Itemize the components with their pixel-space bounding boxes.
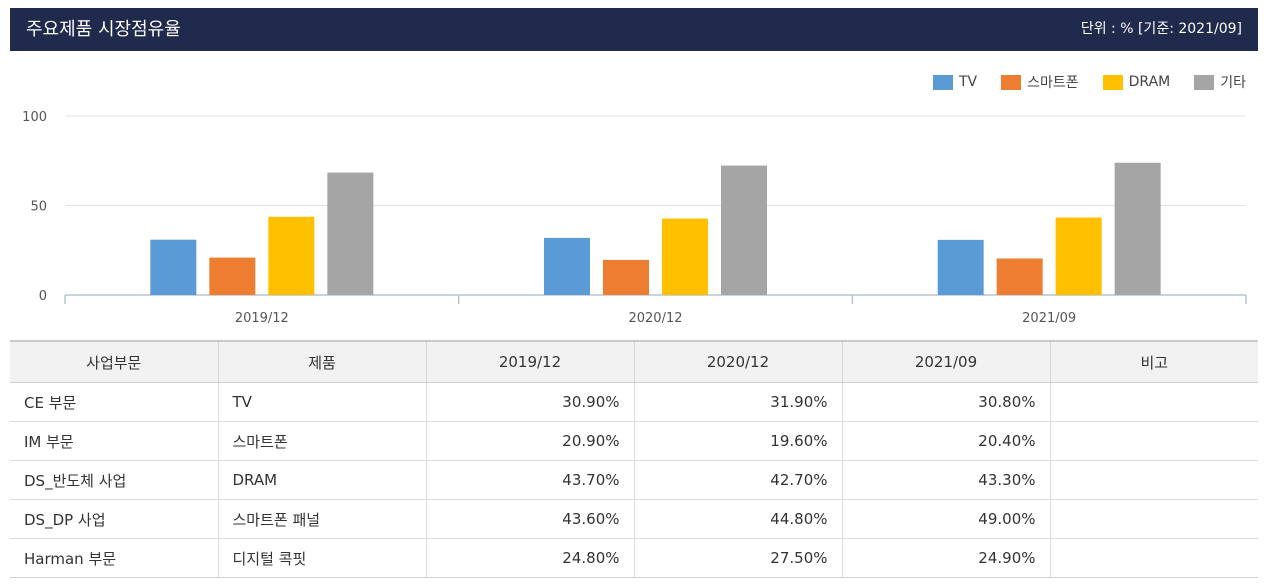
cell-2020-12: 31.90% [634,382,843,422]
cell-2019-12: 43.70% [426,460,635,500]
y-tick-label: 100 [22,110,47,125]
bar [544,237,590,295]
cell-remarks [1050,382,1258,422]
legend-swatch-other [1194,74,1215,90]
header-product: 제품 [218,340,427,383]
cell-division: Harman 부문 [10,538,219,578]
bar [1055,217,1102,295]
cell-division: CE 부문 [10,382,219,422]
bar [603,259,649,295]
cell-2019-12: 24.80% [426,538,635,578]
bar [268,216,315,295]
cell-division: DS_반도체 사업 [10,460,219,500]
table-header-row: 사업부문 제품 2019/12 2020/12 2021/09 비고 [10,340,1258,383]
cell-division: IM 부문 [10,421,219,461]
header-2020-12: 2020/12 [634,340,843,383]
cell-product: 스마트폰 패널 [218,499,427,539]
table-row: DS_반도체 사업 DRAM 43.70% 42.70% 43.30% [10,460,1258,500]
cell-product: DRAM [218,460,427,500]
legend-swatch-dram [1102,74,1123,90]
cell-product: 디지털 콕핏 [218,538,427,578]
cell-2020-12: 27.50% [634,538,843,578]
market-share-table: 사업부문 제품 2019/12 2020/12 2021/09 비고 CE 부문… [10,340,1258,578]
cell-remarks [1050,499,1258,539]
legend-label-smartphone: 스마트폰 [1027,75,1079,91]
x-tick-label: 2019/12 [235,311,289,326]
cell-2019-12: 20.90% [426,421,635,461]
cell-2021-09: 24.90% [842,538,1051,578]
cell-2019-12: 43.60% [426,499,635,539]
legend-item-smartphone[interactable]: 스마트폰 [1001,72,1079,92]
legend-swatch-tv [932,74,953,90]
table-row: IM 부문 스마트폰 20.90% 19.60% 20.40% [10,421,1258,461]
y-tick-label: 0 [39,289,47,304]
x-tick-label: 2020/12 [628,311,682,326]
table-row: Harman 부문 디지털 콕핏 24.80% 27.50% 24.90% [10,538,1258,578]
bar [209,257,256,295]
table-row: CE 부문 TV 30.90% 31.90% 30.80% [10,382,1258,422]
cell-division: DS_DP 사업 [10,499,219,539]
cell-2020-12: 19.60% [634,421,843,461]
legend-label-tv: TV [958,74,978,90]
bar [996,258,1043,295]
legend-item-other[interactable]: 기타 [1194,72,1246,92]
cell-remarks [1050,460,1258,500]
bar [1114,162,1161,295]
legend-label-other: 기타 [1220,75,1246,91]
bar [662,218,708,295]
cell-2019-12: 30.90% [426,382,635,422]
legend-item-tv[interactable]: TV [932,72,978,92]
chart-header: 주요제품 시장점유율 단위 : % [기준: 2021/09] [10,8,1258,51]
bar [150,239,197,295]
cell-remarks [1050,538,1258,578]
cell-2021-09: 30.80% [842,382,1051,422]
cell-2021-09: 43.30% [842,460,1051,500]
legend-swatch-smartphone [1001,74,1022,90]
header-2021-09: 2021/09 [842,340,1051,383]
unit-label: 단위 : % [기준: 2021/09] [1080,21,1242,37]
cell-2021-09: 20.40% [842,421,1051,461]
cell-remarks [1050,421,1258,461]
cell-2021-09: 49.00% [842,499,1051,539]
legend-label-dram: DRAM [1128,74,1171,90]
legend-item-dram[interactable]: DRAM [1102,72,1171,92]
bar [721,165,767,295]
table-row: DS_DP 사업 스마트폰 패널 43.60% 44.80% 49.00% [10,499,1258,539]
page-title: 주요제품 시장점유율 [26,19,181,40]
header-2019-12: 2019/12 [426,340,635,383]
x-tick-label: 2021/09 [1022,311,1076,326]
cell-2020-12: 42.70% [634,460,843,500]
cell-product: 스마트폰 [218,421,427,461]
bar-chart: 0 50 100 2019/12 2020/12 2021/09 [22,110,1247,326]
chart-legend: TV 스마트폰 DRAM 기타 [932,72,1246,92]
header-division: 사업부문 [10,340,219,383]
bar [327,172,374,295]
header-remarks: 비고 [1050,340,1258,383]
y-tick-label: 50 [30,200,47,215]
cell-2020-12: 44.80% [634,499,843,539]
cell-product: TV [218,382,427,422]
bar [937,239,984,295]
